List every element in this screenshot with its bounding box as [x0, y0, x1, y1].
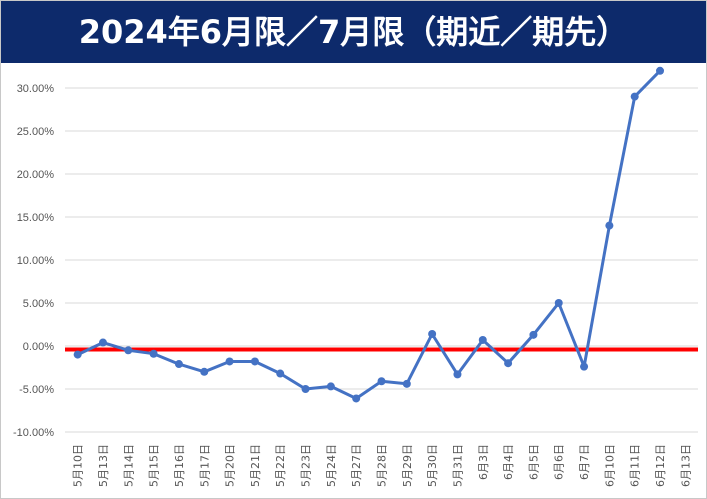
title-bar: 2024年6月限／7月限（期近／期先）: [1, 1, 706, 63]
data-point: [276, 369, 285, 378]
y-tick-label: 0.00%: [23, 341, 54, 353]
chart-title: 2024年6月限／7月限（期近／期先）: [78, 13, 629, 51]
series-line: [77, 69, 662, 400]
x-tick-label: 5月20日: [224, 444, 237, 487]
x-tick-label: 6月7日: [578, 444, 591, 480]
data-point: [554, 299, 563, 307]
y-tick-label: 20.00%: [17, 169, 55, 181]
x-tick-label: 5月27日: [350, 444, 363, 487]
x-tick-label: 5月16日: [173, 444, 186, 487]
y-tick-label: 5.00%: [23, 298, 54, 310]
x-tick-label: 6月6日: [553, 444, 566, 480]
y-tick-label: 30.00%: [17, 83, 55, 95]
data-point: [352, 394, 361, 403]
data-point: [377, 377, 386, 386]
gridlines: [65, 87, 698, 433]
y-tick-label: 25.00%: [17, 126, 55, 138]
y-tick-label: 10.00%: [17, 255, 55, 267]
x-tick-label: 5月17日: [198, 444, 211, 487]
x-tick-label: 6月11日: [629, 444, 642, 487]
y-tick-label: 15.00%: [17, 212, 55, 224]
x-tick-label: 5月15日: [148, 444, 161, 487]
data-point: [402, 379, 411, 388]
x-tick-label: 5月10日: [72, 444, 85, 487]
data-point: [529, 330, 538, 339]
x-tick-label: 6月3日: [477, 444, 490, 480]
x-tick-label: 5月29日: [401, 444, 414, 487]
data-point: [73, 350, 82, 359]
data-point: [656, 66, 665, 75]
data-point: [174, 360, 183, 369]
data-point: [326, 382, 335, 391]
x-tick-label: 5月21日: [249, 444, 262, 487]
x-axis-ticks: 5月10日 5月13日 5月14日 5月15日 5月16日 5月17日 5月20日 5月21日…: [72, 444, 693, 487]
x-tick-label: 6月13日: [679, 444, 692, 487]
data-point: [149, 349, 158, 358]
data-point: [124, 346, 133, 355]
data-point: [630, 92, 639, 101]
data-point: [225, 357, 234, 366]
x-tick-label: 6月4日: [502, 444, 515, 480]
x-tick-label: 6月12日: [654, 444, 667, 487]
y-tick-label: -5.00%: [19, 384, 54, 396]
data-point: [605, 221, 614, 230]
data-point: [478, 335, 487, 344]
x-tick-label: 6月10日: [603, 444, 616, 487]
x-tick-label: 5月22日: [274, 444, 287, 487]
data-point: [453, 370, 462, 379]
data-point: [428, 329, 437, 338]
x-tick-label: 5月28日: [376, 444, 389, 487]
x-tick-label: 5月14日: [122, 444, 135, 487]
data-point: [580, 362, 589, 371]
x-tick-label: 5月13日: [97, 444, 110, 487]
x-tick-label: 5月23日: [300, 444, 313, 487]
data-point: [301, 385, 310, 393]
data-point: [250, 357, 259, 366]
x-tick-label: 5月24日: [325, 444, 338, 487]
y-tick-label: -10.00%: [13, 427, 54, 439]
data-point: [504, 359, 513, 368]
x-tick-label: 5月31日: [451, 444, 464, 487]
y-axis-ticks: 30.00% 25.00% 20.00% 15.00% 10.00% 5.00% 0.00%…: [13, 83, 54, 439]
data-point: [98, 338, 107, 347]
x-tick-label: 5月30日: [426, 444, 439, 487]
x-tick-label: 6月5日: [527, 444, 540, 480]
data-point: [200, 367, 209, 376]
series-group: [73, 66, 665, 403]
